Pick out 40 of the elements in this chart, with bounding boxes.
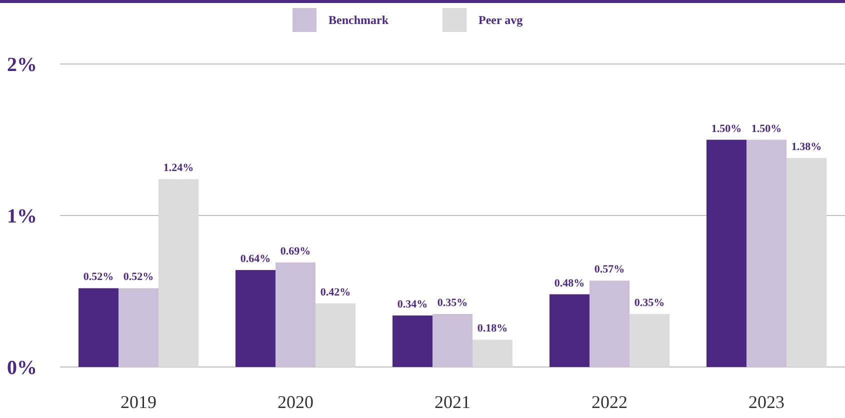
text: 0.52% bbox=[83, 271, 114, 284]
bar bbox=[118, 288, 158, 367]
text: 0.35% bbox=[437, 296, 468, 309]
text: 0.48% bbox=[554, 277, 585, 290]
text: 0.57% bbox=[594, 264, 625, 276]
x-tick-label: 2021 bbox=[434, 392, 470, 412]
bar bbox=[590, 280, 630, 367]
x-tick-label: 2020 bbox=[278, 392, 314, 412]
bar bbox=[316, 303, 356, 367]
text: 0.69% bbox=[280, 245, 311, 258]
bar bbox=[276, 262, 316, 367]
bar bbox=[706, 140, 746, 367]
y-tick-label: 2% bbox=[7, 54, 37, 76]
text: 1.38% bbox=[791, 140, 822, 153]
legend-label: Peer avg bbox=[478, 13, 523, 28]
text: 1.50% bbox=[751, 122, 782, 135]
bar bbox=[472, 340, 512, 367]
text: 0.35% bbox=[634, 296, 665, 309]
text: 1.50% bbox=[711, 122, 742, 135]
bar bbox=[432, 314, 472, 367]
text: 0.42% bbox=[320, 286, 351, 298]
x-tick-label: 2019 bbox=[120, 392, 156, 412]
bar bbox=[236, 270, 276, 367]
legend-label: Benchmark bbox=[328, 13, 389, 28]
y-tick-label: 1% bbox=[7, 206, 37, 228]
text: 0.52% bbox=[123, 271, 154, 284]
text: 0.34% bbox=[397, 298, 428, 310]
x-tick-label: 2023 bbox=[748, 392, 784, 412]
bar bbox=[78, 288, 118, 367]
text: 0.64% bbox=[240, 253, 271, 266]
bar bbox=[158, 179, 198, 367]
bar bbox=[392, 315, 432, 367]
bar bbox=[550, 294, 590, 367]
x-tick-label: 2022 bbox=[592, 392, 628, 412]
text: 0.18% bbox=[477, 322, 508, 335]
text: 1.24% bbox=[163, 162, 194, 174]
y-tick-label: 0% bbox=[7, 357, 37, 379]
bar bbox=[630, 314, 670, 367]
bar bbox=[786, 158, 826, 367]
bar bbox=[746, 140, 786, 367]
